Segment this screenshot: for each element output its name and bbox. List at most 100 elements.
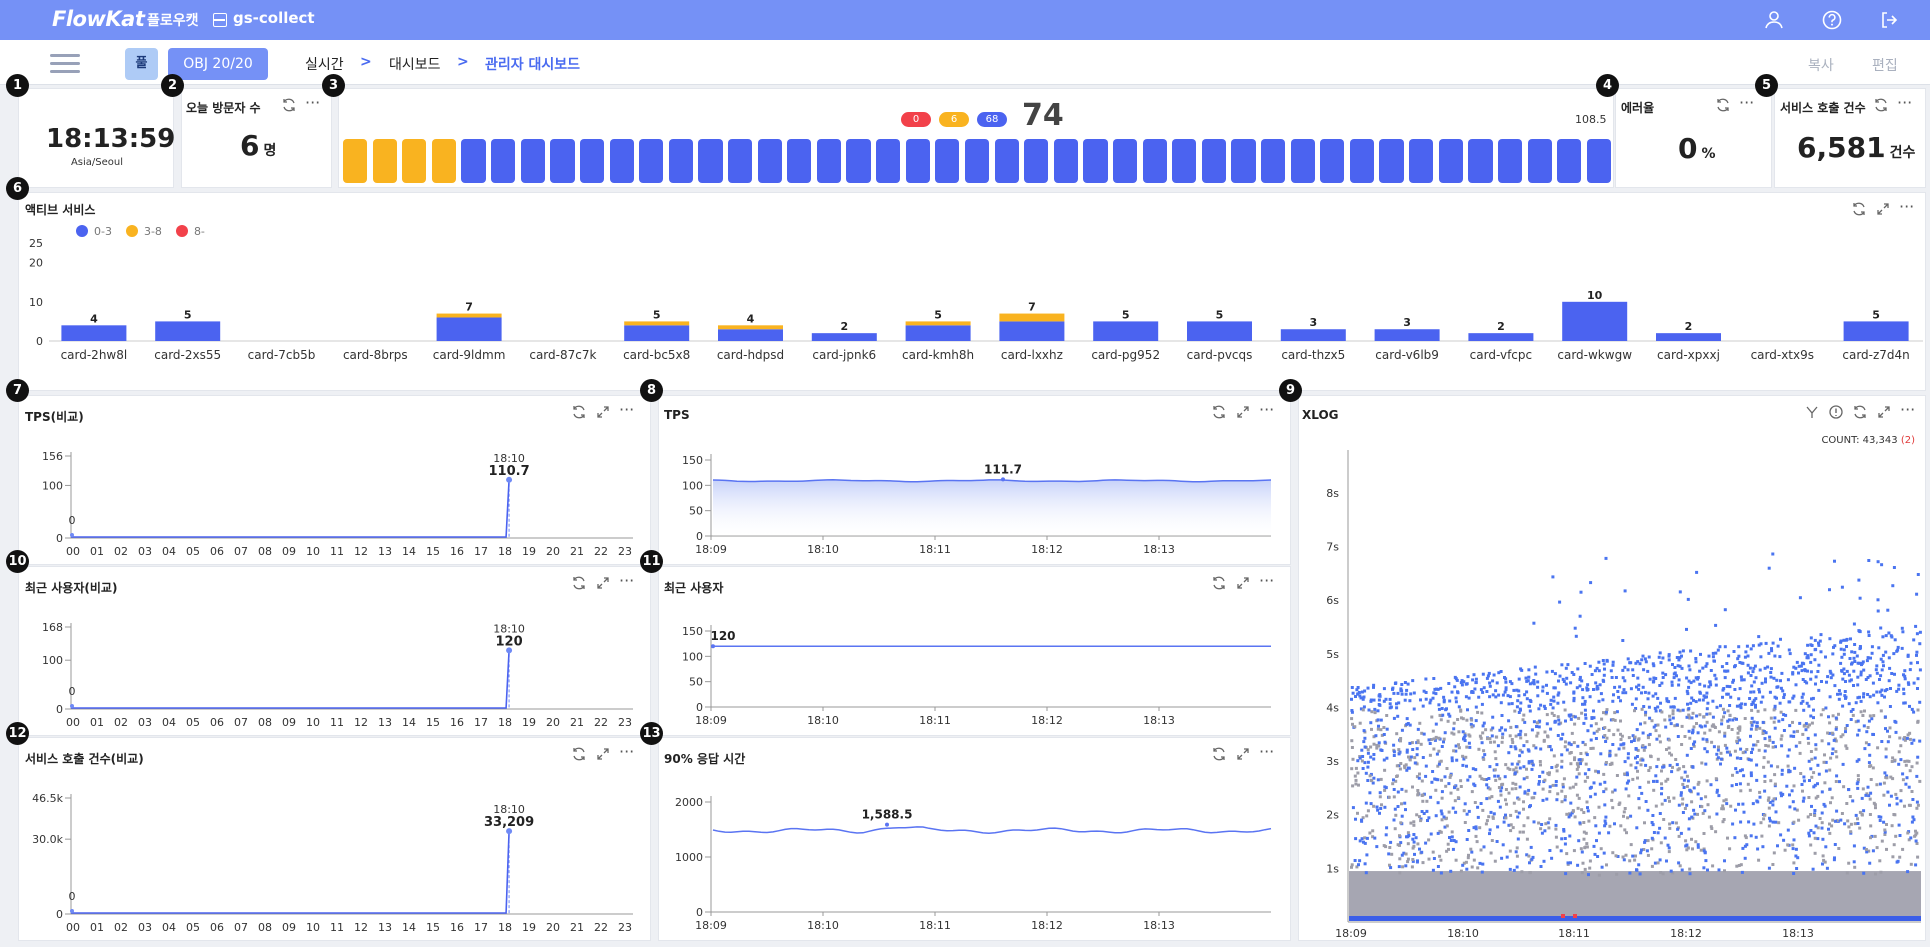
filter-icon[interactable] [1804, 404, 1820, 420]
marker-point[interactable] [506, 647, 513, 654]
legend-item[interactable]: 8- [175, 225, 205, 238]
expand-icon[interactable] [1875, 201, 1891, 217]
xlog-point [1366, 751, 1370, 755]
bar-segment[interactable] [999, 321, 1065, 341]
expand-icon[interactable] [1235, 575, 1251, 591]
peak-point[interactable] [885, 822, 889, 827]
breadcrumb-realtime[interactable]: 실시간 [305, 57, 344, 73]
edit-button[interactable]: 편집 [1872, 58, 1898, 74]
marker-point[interactable] [506, 828, 513, 835]
xlog-point [1614, 753, 1618, 757]
breadcrumb-dashboard[interactable]: 대시보드 [389, 57, 441, 73]
legend-item[interactable]: 0-3 [76, 225, 112, 238]
refresh-icon[interactable] [1715, 97, 1731, 113]
more-icon[interactable]: ··· [1259, 400, 1275, 419]
bar-segment[interactable] [624, 325, 690, 341]
xlog-point [1700, 725, 1704, 729]
error-rate-number: 0 [1678, 132, 1698, 165]
copy-button[interactable]: 복사 [1808, 58, 1834, 74]
bar-segment[interactable] [1843, 321, 1909, 341]
bar-segment[interactable] [811, 333, 877, 341]
bar-segment[interactable] [624, 321, 690, 326]
refresh-icon[interactable] [571, 746, 587, 762]
bar-segment[interactable] [61, 325, 127, 341]
bar-segment[interactable] [1656, 333, 1721, 341]
refresh-icon[interactable] [1211, 746, 1227, 762]
more-icon[interactable]: ··· [619, 571, 635, 590]
refresh-icon[interactable] [1873, 97, 1889, 113]
more-icon[interactable]: ··· [1259, 571, 1275, 590]
x-tick-label: 07 [234, 716, 248, 729]
more-icon[interactable]: ··· [1259, 742, 1275, 761]
bar-segment[interactable] [905, 321, 971, 326]
refresh-icon[interactable] [571, 404, 587, 420]
xlog-point [1636, 769, 1639, 773]
bar-segment[interactable] [1468, 333, 1534, 341]
bar-segment[interactable] [155, 321, 221, 341]
refresh-icon[interactable] [1211, 575, 1227, 591]
refresh-icon[interactable] [1211, 404, 1227, 420]
more-icon[interactable]: ··· [305, 93, 321, 112]
refresh-icon[interactable] [1851, 201, 1867, 217]
more-icon[interactable]: ··· [1900, 400, 1916, 419]
object-count-button[interactable]: OBJ 20/20 [168, 48, 268, 80]
xlog-point [1583, 779, 1587, 783]
refresh-icon[interactable] [1852, 404, 1868, 420]
xlog-point [1473, 801, 1477, 804]
xlog-point [1634, 747, 1638, 751]
bar-segment[interactable] [1562, 301, 1628, 341]
xlog-point [1678, 656, 1682, 660]
xlog-point [1566, 861, 1570, 865]
refresh-icon[interactable] [281, 97, 297, 113]
xlog-point [1577, 796, 1581, 800]
more-icon[interactable]: ··· [619, 742, 635, 761]
xlog-point [1499, 701, 1503, 705]
xlog-point [1366, 760, 1370, 764]
peak-point[interactable] [1001, 477, 1005, 482]
info-icon[interactable] [1828, 404, 1844, 420]
user-icon[interactable] [1763, 9, 1785, 31]
bar-segment[interactable] [718, 325, 783, 330]
bar-segment[interactable] [436, 317, 502, 341]
project-name[interactable]: gs-collect [233, 9, 315, 27]
legend-item[interactable]: 3-8 [125, 225, 162, 238]
bar-segment[interactable] [905, 325, 971, 341]
bar-segment[interactable] [436, 313, 502, 318]
xlog-point [1467, 809, 1471, 813]
bar-segment[interactable] [1093, 321, 1159, 341]
bar-segment[interactable] [718, 329, 783, 341]
xlog-point [1622, 810, 1626, 814]
bar-segment[interactable] [1280, 329, 1346, 341]
xlog-error-point[interactable] [1573, 914, 1577, 918]
expand-icon[interactable] [1876, 404, 1892, 420]
expand-icon[interactable] [595, 575, 611, 591]
xlog-point [1779, 737, 1783, 741]
expand-icon[interactable] [1235, 404, 1251, 420]
bar-segment[interactable] [1187, 321, 1252, 341]
xlog-error-point[interactable] [1561, 914, 1565, 918]
bar-segment[interactable] [999, 313, 1065, 322]
xlog-point [1823, 860, 1827, 864]
xlog-point [1694, 676, 1698, 680]
more-icon[interactable]: ··· [1897, 93, 1913, 112]
refresh-icon[interactable] [571, 575, 587, 591]
bar-segment[interactable] [1374, 329, 1440, 341]
xlog-point [1587, 819, 1591, 823]
more-icon[interactable]: ··· [1739, 93, 1755, 112]
xlog-point [1680, 654, 1683, 658]
marker-point[interactable] [506, 476, 513, 483]
expand-icon[interactable] [595, 746, 611, 762]
more-icon[interactable]: ··· [1899, 197, 1915, 216]
more-icon[interactable]: ··· [619, 400, 635, 419]
logout-icon[interactable] [1878, 9, 1900, 31]
logo[interactable]: FlowKat [52, 7, 145, 31]
xlog-point [1876, 560, 1880, 564]
hamburger-menu-icon[interactable] [50, 54, 80, 74]
xlog-point [1880, 668, 1884, 672]
pull-button[interactable]: 풀 [125, 48, 158, 80]
expand-icon[interactable] [1235, 746, 1251, 762]
xlog-point [1872, 801, 1876, 805]
help-icon[interactable] [1821, 9, 1843, 31]
x-tick-label: 02 [114, 921, 128, 934]
expand-icon[interactable] [595, 404, 611, 420]
